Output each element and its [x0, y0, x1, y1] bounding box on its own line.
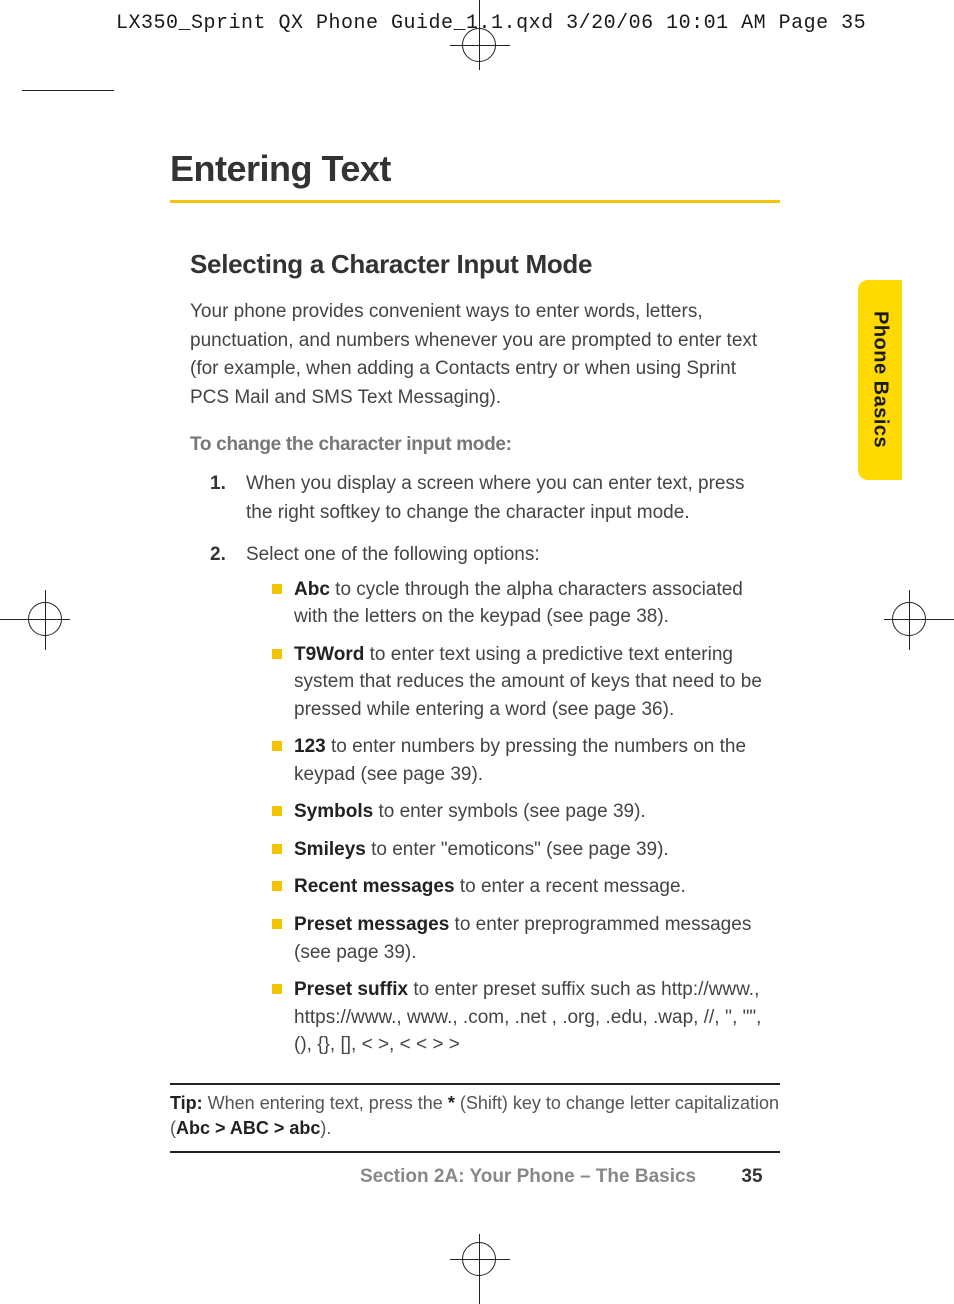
- option-name: 123: [294, 736, 326, 757]
- bullet-icon: [272, 584, 282, 594]
- footer-page-number: 35: [741, 1166, 762, 1187]
- registration-mark-right: [884, 590, 954, 650]
- bullet-item: Abc to cycle through the alpha character…: [272, 576, 770, 631]
- tip-rule-top: [170, 1083, 780, 1085]
- tip-rule-bottom: [170, 1151, 780, 1153]
- ordered-list: 1. When you display a screen where you c…: [210, 470, 770, 1069]
- section-tab: Phone Basics: [858, 280, 902, 480]
- registration-mark-top: [450, 0, 510, 70]
- option-desc: to enter "emoticons" (see page 39).: [366, 839, 669, 860]
- list-number: 1.: [210, 470, 246, 527]
- tip-caps: Abc > ABC > abc: [176, 1118, 320, 1138]
- bullet-icon: [272, 844, 282, 854]
- bullet-item: Recent messages to enter a recent messag…: [272, 873, 770, 901]
- bullet-item: Symbols to enter symbols (see page 39).: [272, 798, 770, 826]
- option-desc: to enter symbols (see page 39).: [373, 801, 645, 822]
- bullet-item: Preset suffix to enter preset suffix suc…: [272, 976, 770, 1059]
- tip-text: ).: [320, 1118, 331, 1138]
- list-text: Select one of the following options: Abc…: [246, 541, 770, 1069]
- bullet-list: Abc to cycle through the alpha character…: [272, 576, 770, 1059]
- list-item: 2. Select one of the following options: …: [210, 541, 770, 1069]
- tip-text: When entering text, press the: [203, 1093, 448, 1113]
- list-text: When you display a screen where you can …: [246, 470, 770, 527]
- subheading: To change the character input mode:: [190, 434, 790, 456]
- tip-label: Tip:: [170, 1093, 203, 1113]
- footer-section: Section 2A: Your Phone – The Basics: [360, 1166, 696, 1187]
- registration-mark-left: [0, 590, 70, 650]
- bullet-item: Preset messages to enter preprogrammed m…: [272, 911, 770, 966]
- bullet-icon: [272, 919, 282, 929]
- page-title: Entering Text: [170, 148, 790, 190]
- intro-paragraph: Your phone provides convenient ways to e…: [190, 298, 770, 412]
- section-tab-label: Phone Basics: [869, 311, 892, 448]
- option-desc: to cycle through the alpha characters as…: [294, 579, 743, 628]
- bullet-icon: [272, 806, 282, 816]
- bullet-icon: [272, 741, 282, 751]
- content-area: Entering Text Selecting a Character Inpu…: [170, 148, 790, 1153]
- bullet-icon: [272, 881, 282, 891]
- bullet-item: 123 to enter numbers by pressing the num…: [272, 733, 770, 788]
- option-name: Symbols: [294, 801, 373, 822]
- option-name: Abc: [294, 579, 330, 600]
- page-footer: Section 2A: Your Phone – The Basics 35: [170, 1166, 890, 1188]
- option-name: Preset messages: [294, 914, 449, 935]
- option-name: Smileys: [294, 839, 366, 860]
- registration-mark-bottom: [450, 1234, 510, 1304]
- option-name: T9Word: [294, 644, 364, 665]
- bullet-item: Smileys to enter "emoticons" (see page 3…: [272, 836, 770, 864]
- option-desc: to enter text using a predictive text en…: [294, 644, 762, 720]
- bullet-icon: [272, 649, 282, 659]
- crop-line: [22, 90, 114, 91]
- title-rule: [170, 200, 780, 203]
- option-desc: to enter a recent message.: [455, 876, 686, 897]
- section-title: Selecting a Character Input Mode: [190, 249, 790, 280]
- option-name: Recent messages: [294, 876, 455, 897]
- tip-key: *: [448, 1093, 455, 1113]
- page-root: LX350_Sprint QX Phone Guide_1.1.qxd 3/20…: [0, 0, 954, 1304]
- list-number: 2.: [210, 541, 246, 1069]
- option-name: Preset suffix: [294, 979, 408, 1000]
- bullet-item: T9Word to enter text using a predictive …: [272, 641, 770, 724]
- option-desc: to enter numbers by pressing the numbers…: [294, 736, 746, 785]
- list-item: 1. When you display a screen where you c…: [210, 470, 770, 527]
- tip-box: Tip: When entering text, press the * (Sh…: [170, 1091, 780, 1141]
- bullet-icon: [272, 984, 282, 994]
- list-text-span: Select one of the following options:: [246, 544, 540, 565]
